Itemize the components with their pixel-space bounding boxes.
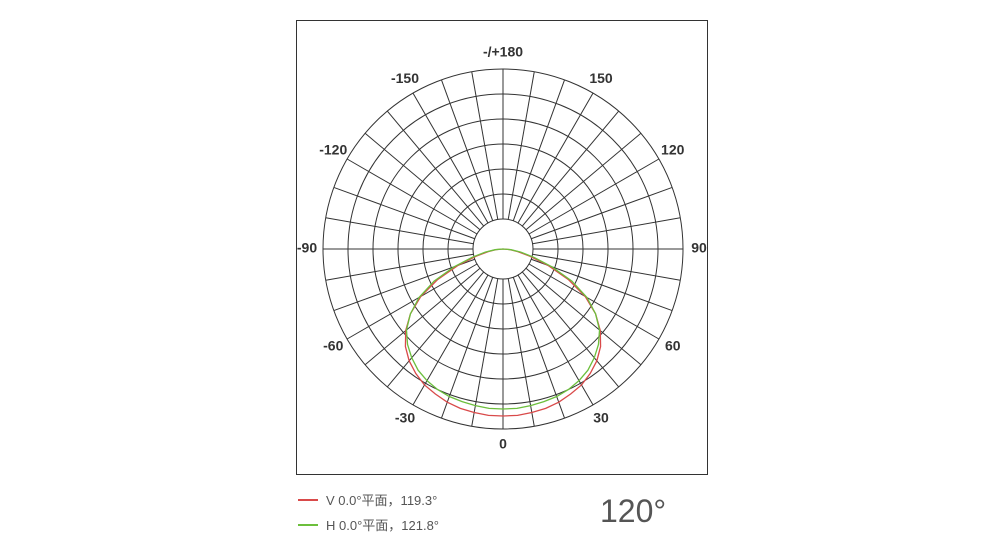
angle-label: 120 bbox=[661, 142, 685, 158]
polar-chart-frame: 0 30 60 90 120 150 -/+180 -150 -120 -90 -60 -30 bbox=[296, 20, 708, 475]
legend-label: H 0.0°平面，121.8° bbox=[326, 515, 439, 534]
legend-item: V 0.0°平面，119.3° bbox=[298, 490, 439, 509]
legend: V 0.0°平面，119.3° H 0.0°平面，121.8° bbox=[298, 490, 439, 540]
legend-label: V 0.0°平面，119.3° bbox=[326, 490, 437, 509]
legend-swatch bbox=[298, 499, 318, 501]
angle-label: 60 bbox=[665, 338, 681, 354]
angle-label: 0 bbox=[499, 436, 507, 452]
angle-label: -60 bbox=[323, 338, 343, 354]
angle-label: 90 bbox=[691, 240, 707, 256]
angle-label: 150 bbox=[589, 70, 613, 86]
legend-swatch bbox=[298, 524, 318, 526]
angle-label: -/+180 bbox=[483, 44, 523, 60]
angle-label: -120 bbox=[319, 142, 347, 158]
angle-label: -30 bbox=[395, 409, 415, 425]
beam-angle-summary: 120° bbox=[600, 493, 666, 530]
angle-label: 30 bbox=[593, 409, 609, 425]
beam-angle-value: 120° bbox=[600, 493, 666, 529]
angle-label: -150 bbox=[391, 70, 419, 86]
polar-chart: 0 30 60 90 120 150 -/+180 -150 -120 -90 -60 -30 bbox=[297, 21, 709, 476]
angle-label: -90 bbox=[297, 240, 317, 256]
legend-item: H 0.0°平面，121.8° bbox=[298, 515, 439, 534]
